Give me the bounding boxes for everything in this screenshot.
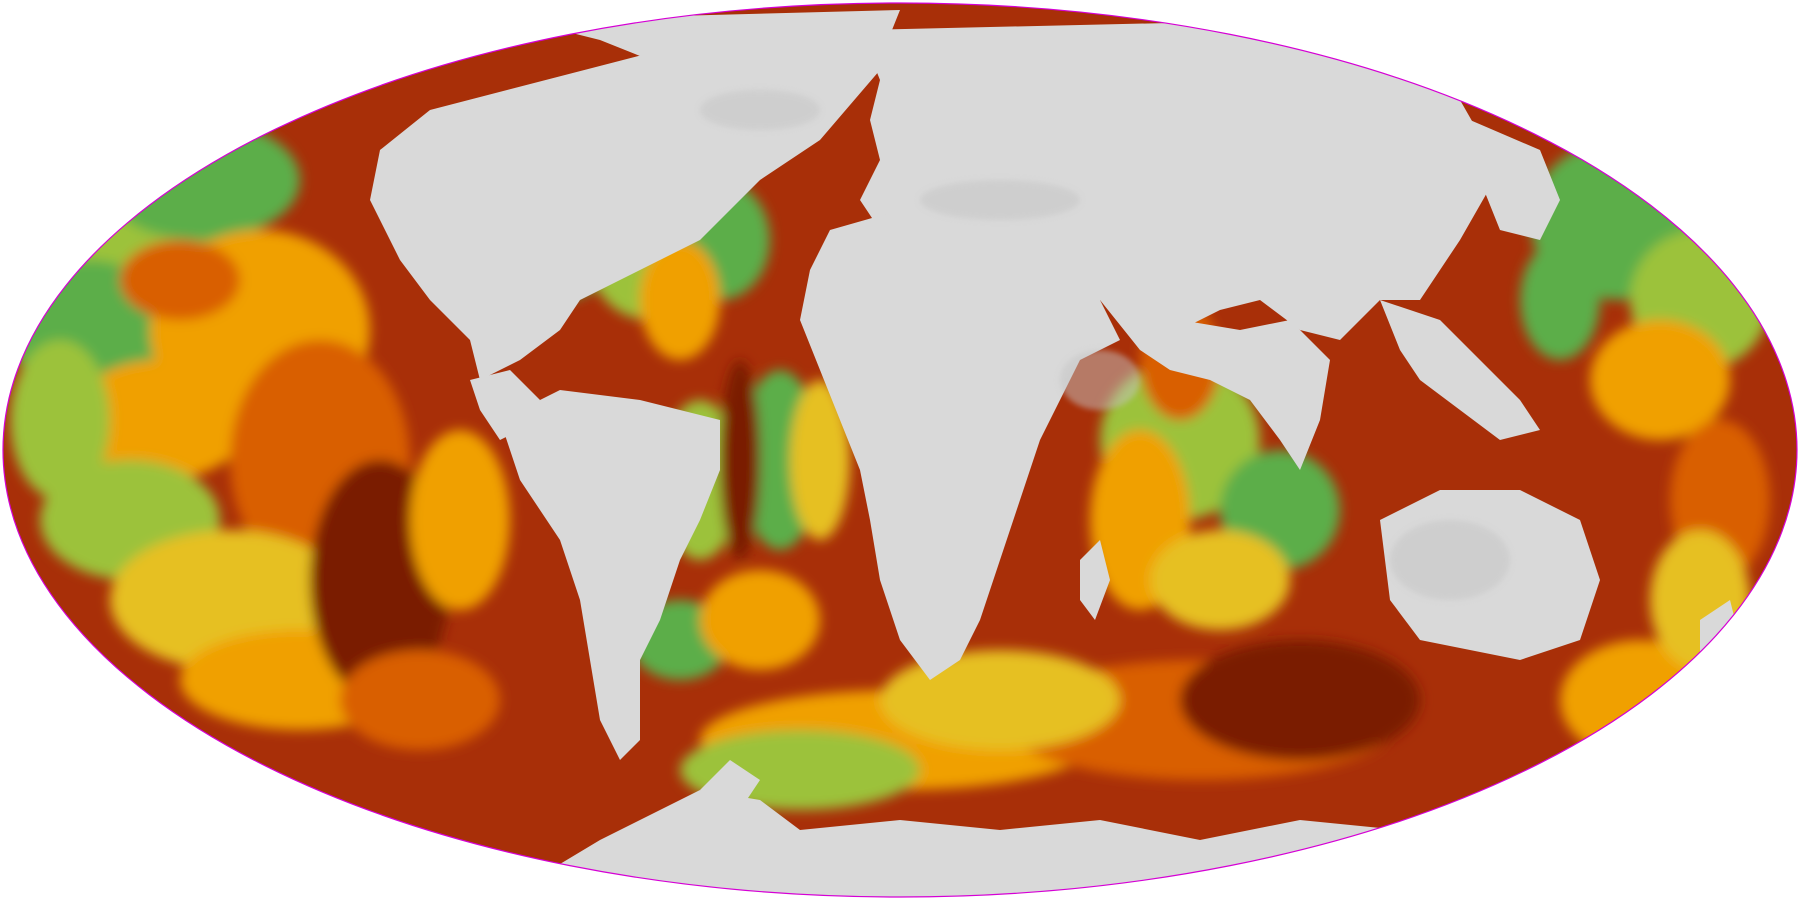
east-asia-islands: [1470, 120, 1560, 240]
ocean-field-patch: [340, 650, 500, 750]
southeast-asia: [1380, 300, 1540, 440]
arabia-india: [1100, 300, 1330, 470]
ocean-field-patch: [1560, 640, 1720, 760]
ocean-field-patch: [880, 650, 1120, 750]
ocean-field-patch: [790, 380, 850, 540]
antarctic-peninsula: [700, 760, 760, 810]
land-shade-patch: [700, 90, 820, 130]
ocean-field-patch: [120, 240, 240, 320]
ocean-field-patch: [700, 570, 820, 670]
ocean-field-patch: [410, 430, 510, 610]
ocean-field-patch: [1180, 640, 1420, 760]
ocean-field-patch: [1520, 240, 1600, 360]
land-shading: [700, 90, 1510, 600]
ocean-field-patch: [10, 340, 110, 500]
africa: [800, 210, 1120, 680]
greenland-arctic: [520, 10, 900, 100]
madagascar: [1080, 540, 1110, 620]
land-shade-patch: [920, 180, 1080, 220]
land-shade-patch: [1390, 520, 1510, 600]
south-america: [500, 390, 720, 760]
ocean-field-patch: [1590, 320, 1730, 440]
ocean-field-patch: [640, 240, 720, 360]
ocean-field-patch: [1150, 530, 1290, 630]
ocean-field-patch: [100, 120, 300, 240]
ocean-field-patch: [720, 360, 760, 560]
land-shade-patch: [1060, 350, 1140, 410]
